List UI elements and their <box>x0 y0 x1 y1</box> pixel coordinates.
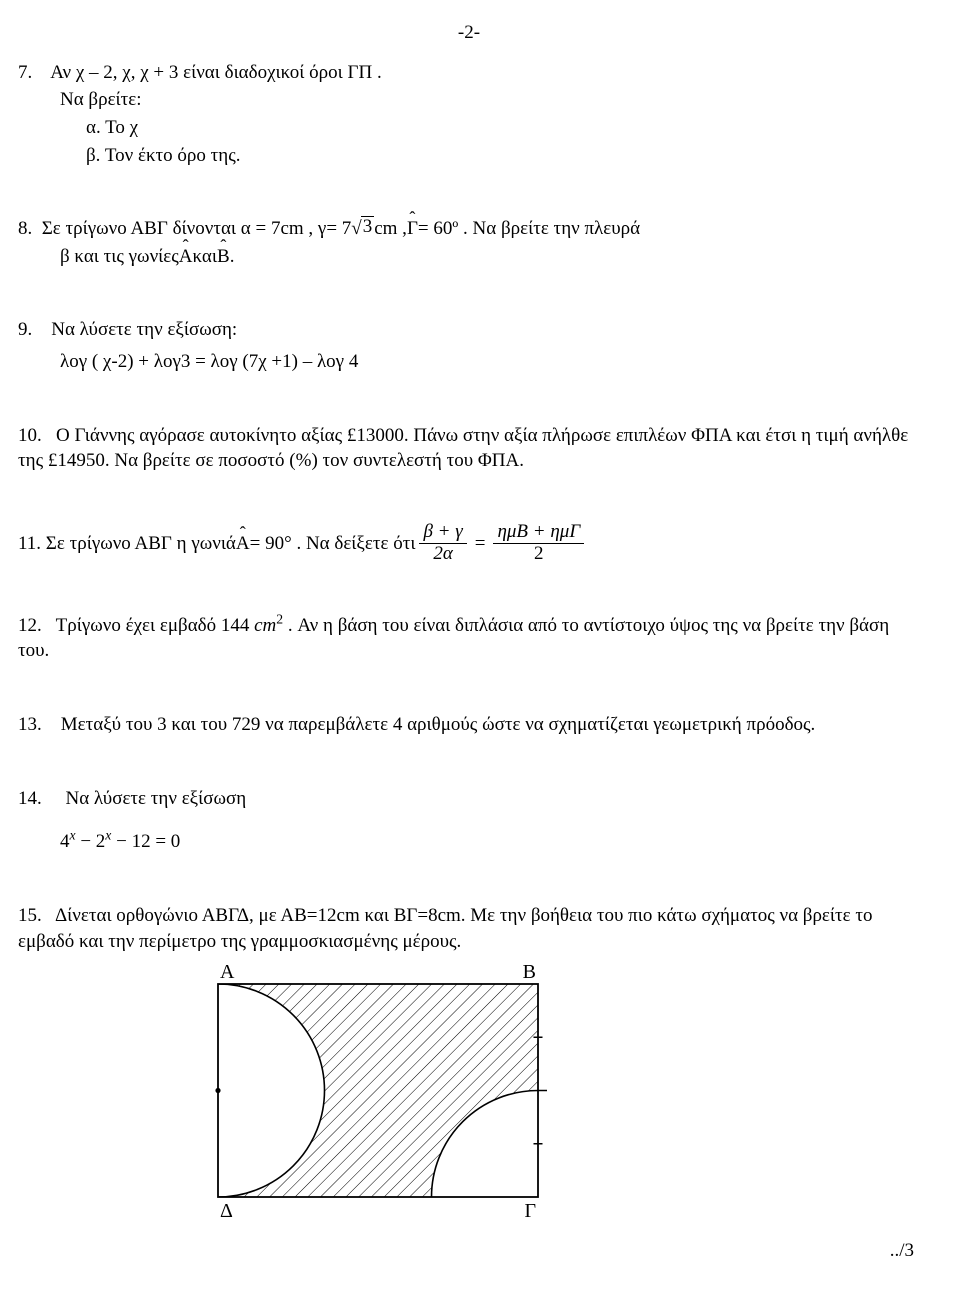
problem-15-figure: Α Β Δ Γ <box>188 960 920 1228</box>
gamma-hat: Γ <box>407 216 418 242</box>
problem-8: 8. Σε τρίγωνο ΑΒΓ δίνονται α = 7cm , γ= … <box>18 216 920 269</box>
problem-12: 12. Τρίγωνο έχει εμβαδό 144 cm2 . Αν η β… <box>18 613 920 664</box>
problem-10-number: 10. <box>18 425 42 446</box>
problem-12-number: 12. <box>18 615 42 636</box>
cm-unit: cm <box>254 615 276 636</box>
problem-8-eq60: = 60º . Να βρείτε την πλευρά <box>418 216 640 242</box>
sqrt-icon: √3 <box>351 216 374 242</box>
fraction-left-num: β + γ <box>419 522 466 544</box>
problem-9: 9. Να λύσετε την εξίσωση: λογ ( χ-2) + λ… <box>18 317 920 374</box>
svg-text:Α: Α <box>220 961 235 983</box>
fraction-right-num: ημΒ + ημΓ <box>493 522 584 544</box>
fraction-right: ημΒ + ημΓ 2 <box>493 522 584 565</box>
problem-14: 14. Να λύσετε την εξίσωση 4x − 2x − 12 =… <box>18 786 920 855</box>
fraction-left-den: 2α <box>419 544 466 565</box>
problem-13-number: 13. <box>18 714 42 735</box>
problem-14-equation: 4x − 2x − 12 = 0 <box>60 829 920 855</box>
beta-hat: Β <box>217 244 230 270</box>
problem-15: 15. Δίνεται ορθογώνιο ΑΒΓΔ, με ΑΒ=12cm κ… <box>18 903 920 1228</box>
problem-11-pre: Σε τρίγωνο ΑΒΓ η γωνιά <box>46 531 236 557</box>
alpha-hat-2: Α <box>236 531 250 557</box>
problem-7-text: Αν χ – 2, χ, χ + 3 είναι διαδοχικοί όροι… <box>50 62 382 83</box>
fraction-left: β + γ 2α <box>419 522 466 565</box>
problem-14-text: Να λύσετε την εξίσωση <box>66 788 247 809</box>
problem-12-pre: Τρίγωνο έχει εμβαδό 144 <box>56 615 254 636</box>
problem-8-number: 8. <box>18 216 32 242</box>
problem-7-number: 7. <box>18 62 32 83</box>
svg-text:Γ: Γ <box>524 1200 536 1220</box>
page-number-header: -2- <box>18 20 920 46</box>
problem-7-find: Να βρείτε: <box>60 87 920 113</box>
problem-9-number: 9. <box>18 319 32 340</box>
problem-8-post1: cm , <box>374 216 407 242</box>
problem-15-text: Δίνεται ορθογώνιο ΑΒΓΔ, με ΑΒ=12cm και Β… <box>18 905 873 952</box>
eq-minus-2: − 2 <box>76 831 106 852</box>
problem-14-number: 14. <box>18 788 42 809</box>
problem-10-text: Ο Γιάννης αγόρασε αυτοκίνητο αξίας £1300… <box>18 425 908 472</box>
svg-text:Δ: Δ <box>220 1200 233 1220</box>
problem-10: 10. Ο Γιάννης αγόρασε αυτοκίνητο αξίας £… <box>18 423 920 474</box>
problem-11: 11. Σε τρίγωνο ΑΒΓ η γωνιά Α = 90° . Να … <box>18 522 920 565</box>
problem-13-text: Μεταξύ του 3 και του 729 να παρεμβάλετε … <box>61 714 816 735</box>
problem-7-a: α. Το χ <box>86 115 920 141</box>
problem-9-equation: λογ ( χ-2) + λογ3 = λογ (7χ +1) – λογ 4 <box>60 349 920 375</box>
sqrt-radicand: 3 <box>361 216 375 236</box>
page-footer-continuation: ../3 <box>18 1238 920 1264</box>
alpha-hat: Α <box>179 244 193 270</box>
geometry-figure-svg: Α Β Δ Γ <box>188 960 558 1220</box>
problem-9-text: Να λύσετε την εξίσωση: <box>51 319 237 340</box>
problem-8-dot: . <box>230 244 235 270</box>
problem-13: 13. Μεταξύ του 3 και του 729 να παρεμβάλ… <box>18 712 920 738</box>
problem-11-number: 11. <box>18 531 41 557</box>
problem-7: 7. Αν χ – 2, χ, χ + 3 είναι διαδοχικοί ό… <box>18 60 920 169</box>
equals-sign: = <box>475 531 486 557</box>
problem-8-and: και <box>193 244 217 270</box>
problem-15-number: 15. <box>18 905 42 926</box>
problem-8-line2a: β και τις γωνίες <box>60 244 179 270</box>
svg-text:Β: Β <box>523 961 536 983</box>
eq-rest: − 12 = 0 <box>111 831 180 852</box>
eq-4: 4 <box>60 831 70 852</box>
problem-8-pre: Σε τρίγωνο ΑΒΓ δίνονται α = 7cm , γ= 7 <box>42 216 352 242</box>
problem-7-b: β. Τον έκτο όρο της. <box>86 143 920 169</box>
problem-11-eq90: = 90° . Να δείξετε ότι <box>250 531 416 557</box>
fraction-right-den: 2 <box>493 544 584 565</box>
